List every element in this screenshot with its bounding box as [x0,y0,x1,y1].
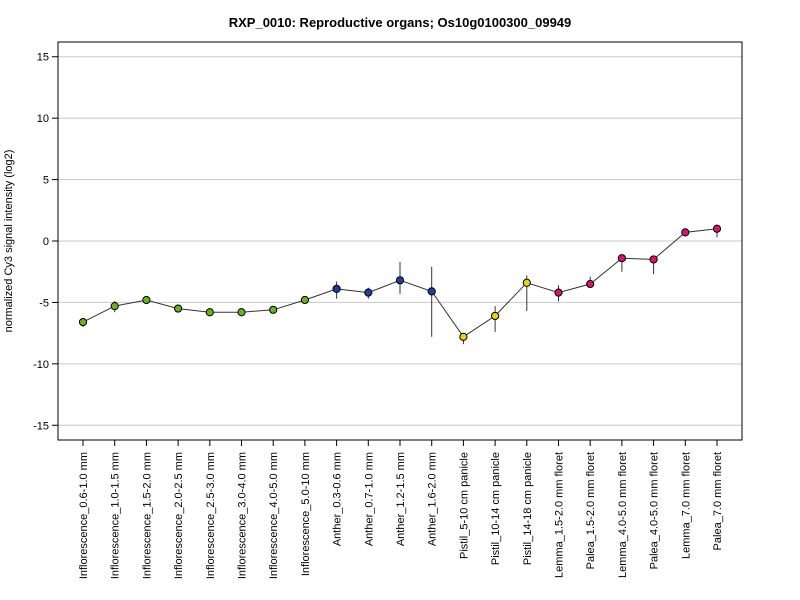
x-axis: Inflorescence_0.6-1.0 mm Inflorescence_1.… [78,440,724,579]
data-point [554,288,563,297]
y-tick-label: 10 [37,113,49,125]
x-tick-label: Lemma_4.0-5.0 mm floret [617,452,629,578]
data-point [617,254,627,263]
x-tick-label: Pistil_5-10 cm panicle [458,452,470,559]
x-tick-label: Anther_1.2-1.5 mm [395,452,407,546]
x-tick-label: Pistil_10-14 cm panicle [490,452,502,565]
data-point [110,302,119,311]
data-point [459,332,468,341]
y-tick-label: 15 [37,52,49,64]
y-axis: -15 -10 -5 0 5 10 15 [33,52,58,432]
data-point [205,308,214,317]
x-tick-label: Inflorescence_0.6-1.0 mm [78,452,90,579]
data-point [78,317,88,327]
data-point [427,287,436,296]
data-point [712,224,722,233]
x-tick-label: Inflorescence_1.0-1.5 mm [110,452,122,579]
data-point [586,279,595,289]
x-tick-label: Inflorescence_2.0-2.5 mm [173,452,185,579]
x-tick-label: Pistil_14-18 cm panicle [522,452,534,565]
y-tick-label: 5 [43,175,49,187]
x-tick-label: Anther_0.7-1.0 mm [363,452,375,546]
gridlines [58,56,742,426]
x-tick-label: Inflorescence_5.0-10 mm [300,452,312,576]
x-tick-label: Inflorescence_1.5-2.0 mm [141,452,153,579]
data-point [395,276,405,285]
data-point [681,228,690,237]
y-axis-label: normalized Cy3 signal intensity (log2) [3,150,15,333]
data-point [522,278,531,287]
data-point [491,311,500,321]
x-tick-label: Lemma_7.0 mm floret [680,452,692,559]
chart-title: RXP_0010: Reproductive organs; Os10g0100… [229,15,572,30]
data-point [269,305,278,314]
data-point [332,284,341,294]
x-tick-label: Inflorescence_3.0-4.0 mm [237,452,249,579]
data-point [364,288,373,297]
y-tick-label: -15 [33,420,49,432]
data-point [300,295,309,305]
error-bars [82,226,718,345]
x-tick-label: Anther_0.3-0.6 mm [332,452,344,546]
data-point [174,304,183,313]
x-tick-label: Anther_1.6-2.0 mm [427,452,439,546]
data-point [142,295,151,305]
y-tick-label: -5 [39,297,49,309]
x-tick-label: Inflorescence_4.0-5.0 mm [268,452,280,579]
x-tick-label: Palea_1.5-2.0 mm floret [585,452,597,569]
x-tick-label: Palea_7.0 mm floret [712,452,724,550]
data-point [237,308,246,317]
x-tick-label: Palea_4.0-5.0 mm floret [649,452,661,569]
data-point [649,255,658,264]
data-points [78,224,722,341]
y-tick-label: -10 [33,359,49,371]
y-tick-label: 0 [43,236,49,248]
x-tick-label: Inflorescence_2.5-3.0 mm [205,452,217,579]
x-tick-label: Lemma_1.5-2.0 mm floret [554,452,566,578]
